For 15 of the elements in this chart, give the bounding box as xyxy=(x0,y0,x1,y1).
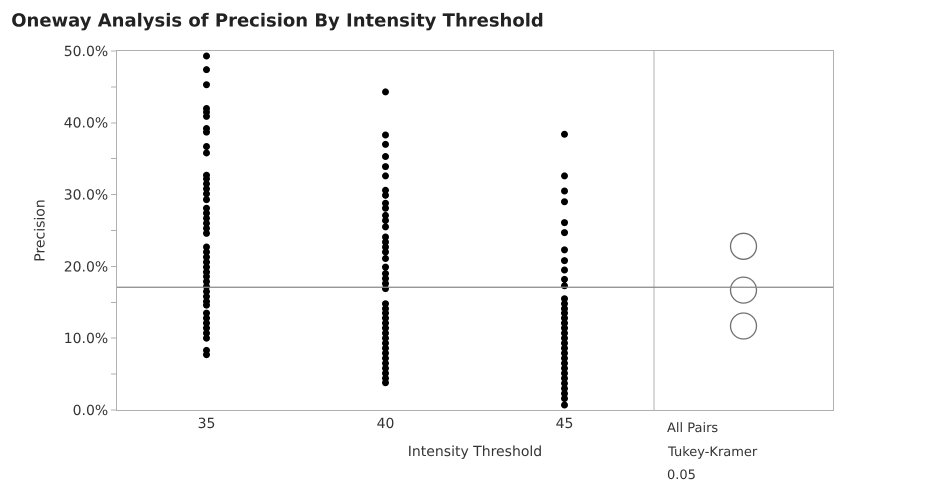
x-axis-title: Intensity Threshold xyxy=(408,444,542,460)
y-tick-label: 40.0% xyxy=(64,116,108,132)
text: Tukey-Kramer xyxy=(667,445,758,460)
text: 0.05 xyxy=(667,468,696,483)
y-tick-label: 0.0% xyxy=(72,402,108,419)
y-tick-label: 30.0% xyxy=(64,188,108,204)
x-tick-label: 40 xyxy=(376,416,394,432)
y-axis-title: Precision xyxy=(32,199,48,262)
x-tick-label: 45 xyxy=(556,416,574,432)
chart-title: Oneway Analysis of Precision By Intensity Threshold xyxy=(11,10,544,32)
y-tick-label: 20.0% xyxy=(64,259,108,276)
text: All Pairs xyxy=(667,421,718,436)
x-tick-label: 35 xyxy=(198,416,216,432)
y-tick-label: 10.0% xyxy=(64,331,108,348)
y-tick-label: 50.0% xyxy=(64,44,108,60)
